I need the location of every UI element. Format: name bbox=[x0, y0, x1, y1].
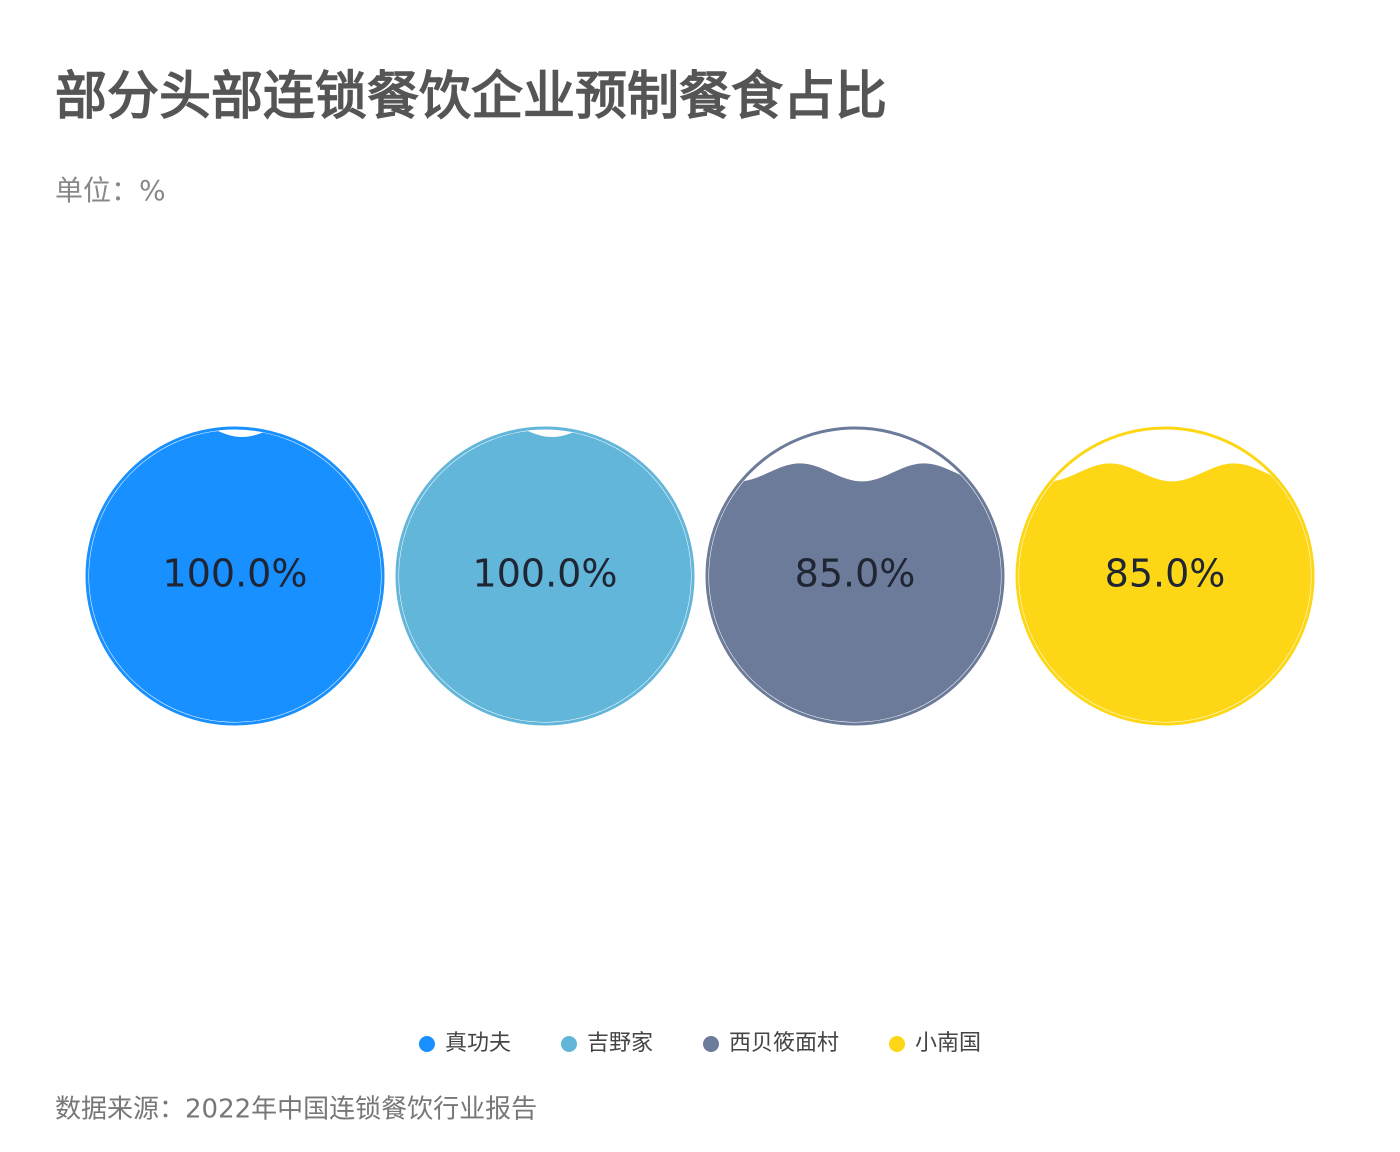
legend: 真功夫 吉野家 西贝筱面村 小南国 bbox=[418, 1031, 981, 1056]
value-label: 100.0% bbox=[163, 552, 308, 596]
legend-marker bbox=[889, 1036, 906, 1052]
chart-subtitle: 单位：% bbox=[55, 174, 166, 207]
legend-marker bbox=[418, 1036, 435, 1052]
legend-label: 吉野家 bbox=[587, 1031, 653, 1056]
liquid-border bbox=[85, 426, 385, 726]
liquid-border bbox=[1015, 426, 1315, 726]
legend-label: 真功夫 bbox=[445, 1031, 511, 1056]
value-label: 100.0% bbox=[473, 552, 618, 596]
chart-source: 数据来源：2022年中国连锁餐饮行业报告 bbox=[55, 1095, 537, 1125]
value-label: 85.0% bbox=[1105, 552, 1226, 596]
legend-label: 小南国 bbox=[915, 1031, 981, 1056]
legend-label: 西贝筱面村 bbox=[729, 1031, 839, 1056]
chart-title: 部分头部连锁餐饮企业预制餐食占比 bbox=[55, 67, 887, 127]
liquid-border bbox=[395, 426, 695, 726]
legend-marker bbox=[703, 1036, 719, 1052]
value-label: 85.0% bbox=[795, 552, 916, 596]
liquid-border bbox=[705, 426, 1005, 726]
legend-marker bbox=[560, 1036, 577, 1052]
